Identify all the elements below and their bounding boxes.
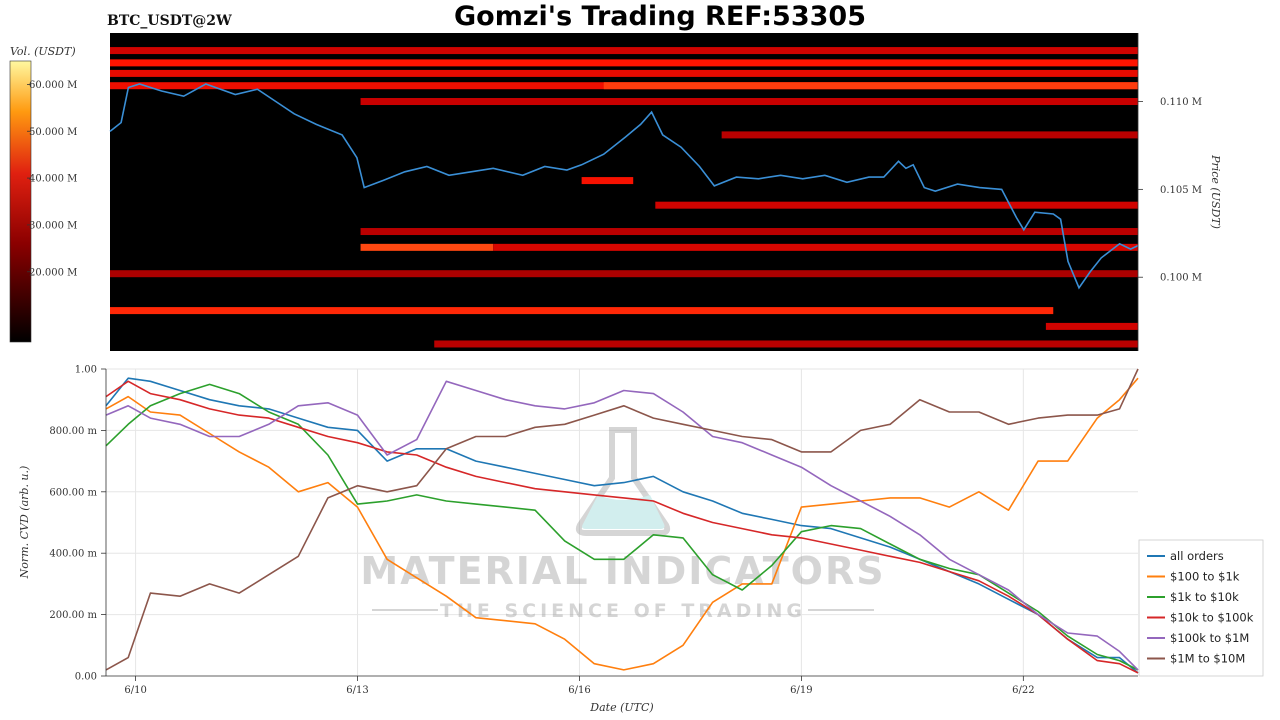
cvd-x-tick-label: 6/16 — [568, 685, 590, 696]
price-tick-label: 0.105 M — [1160, 185, 1202, 196]
colorbar-tick-label: 30.000 M — [29, 220, 77, 231]
colorbar-gradient — [9, 60, 32, 343]
legend-box — [1138, 539, 1264, 677]
colorbar: Vol. (USDT) 20.000 M 30.000 M 40.000 M 50.0… — [9, 45, 77, 343]
cvd-y-tick-label: 1.00 — [75, 365, 97, 376]
cvd-series-line — [105, 380, 1139, 674]
liquidity-band — [110, 47, 1138, 55]
liquidity-band — [110, 270, 1138, 278]
liquidity-band — [1045, 322, 1138, 330]
colorbar-label: Vol. (USDT) — [10, 45, 76, 58]
watermark-line2: THE SCIENCE OF TRADING — [440, 600, 806, 622]
cvd-x-axis-label: Date (UTC) — [589, 701, 653, 714]
cvd-x-tick-label: 6/10 — [124, 685, 146, 696]
cvd-x-tick-label: 6/13 — [346, 685, 368, 696]
legend-entry: $1k to $10k — [1170, 590, 1239, 604]
pair-label: BTC_USDT@2W — [107, 13, 232, 29]
legend: all orders $100 to $1k $1k to $10k $10k to … — [1138, 539, 1264, 677]
liquidity-band — [721, 131, 1138, 139]
cvd-x-tick-label: 6/19 — [790, 685, 812, 696]
liquidity-bands — [110, 47, 1138, 348]
watermark: MATERIAL INDICATORS THE SCIENCE OF TRADI… — [360, 427, 885, 622]
liquidity-band — [581, 177, 634, 185]
cvd-y-tick-label: 600.00 m — [49, 487, 97, 498]
liquidity-band — [434, 340, 1138, 348]
flask-icon — [575, 427, 671, 536]
cvd-series-line — [105, 377, 1139, 674]
cvd-y-tick-label: 800.00 m — [49, 426, 97, 437]
price-line — [109, 83, 1139, 290]
liquidity-band — [493, 243, 1138, 251]
liquidity-band — [360, 243, 494, 251]
colorbar-tick-label: 60.000 M — [29, 80, 77, 91]
colorbar-tick-label: 40.000 M — [29, 174, 77, 185]
legend-entry: $100 to $1k — [1170, 570, 1240, 584]
cvd-y-tick-label: 200.00 m — [49, 610, 97, 621]
heatmap-panel: 0.100 M 0.105 M 0.110 M Price (USDT) — [109, 33, 1222, 351]
watermark-line1: MATERIAL INDICATORS — [360, 549, 885, 593]
liquidity-band — [110, 307, 1054, 315]
liquidity-band — [360, 98, 1138, 106]
liquidity-band — [110, 59, 1138, 67]
cvd-y-tick-label: 400.00 m — [49, 549, 97, 560]
heatmap-background — [110, 33, 1138, 351]
chart-title: Gomzi's Trading REF:53305 — [454, 1, 866, 32]
liquidity-band — [655, 201, 1138, 209]
cvd-x-tick-label: 6/22 — [1012, 685, 1034, 696]
liquidity-band — [110, 69, 1138, 77]
flask-liquid — [582, 495, 665, 529]
cvd-series-line — [105, 380, 1139, 671]
legend-entry: all orders — [1170, 549, 1224, 563]
cvd-y-tick-label: 0.00 — [75, 672, 97, 683]
cvd-series-line — [105, 377, 1139, 671]
price-axis-label: Price (USDT) — [1209, 154, 1222, 229]
cvd-y-axis-label: Norm. CVD (arb. u.) — [18, 466, 31, 580]
liquidity-band — [603, 82, 1138, 90]
cvd-series-line — [105, 368, 1139, 671]
price-tick-label: 0.100 M — [1160, 273, 1202, 284]
legend-entry: $1M to $10M — [1170, 652, 1245, 666]
colorbar-tick-label: 50.000 M — [29, 127, 77, 138]
legend-entry: $100k to $1M — [1170, 631, 1249, 645]
price-tick-label: 0.110 M — [1160, 97, 1202, 108]
legend-entry: $10k to $100k — [1170, 611, 1254, 625]
liquidity-band — [360, 228, 1138, 236]
colorbar-tick-label: 20.000 M — [29, 267, 77, 278]
cvd-panel: MATERIAL INDICATORS THE SCIENCE OF TRADI… — [18, 365, 1139, 714]
